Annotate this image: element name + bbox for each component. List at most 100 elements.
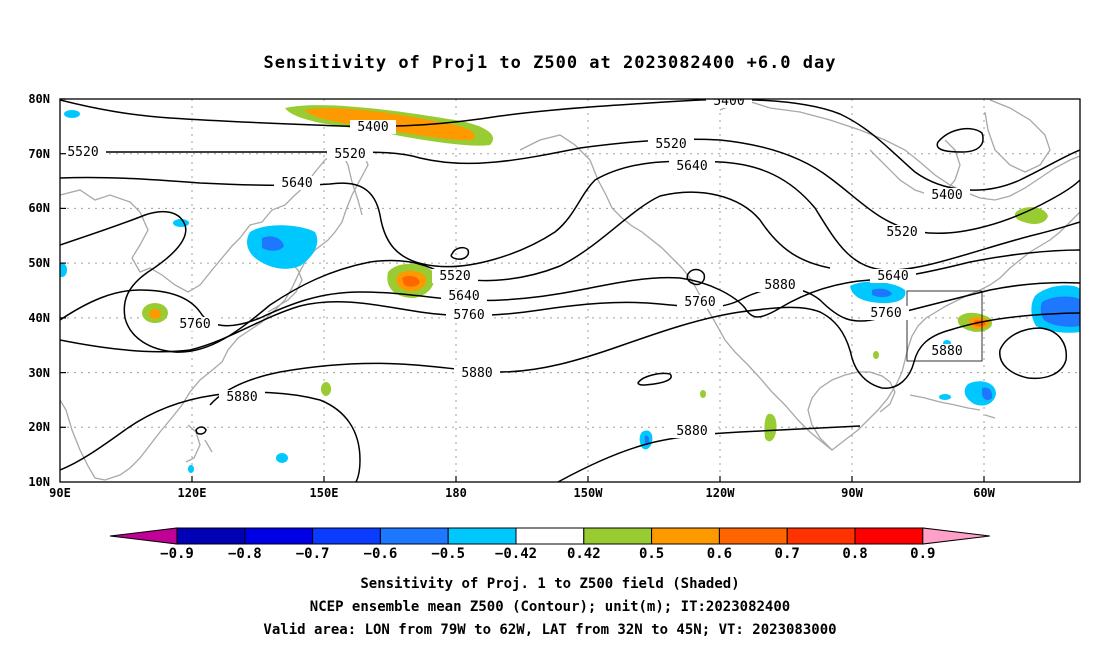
contour-label: 5520 [432,269,478,284]
contour-label: 5760 [172,317,218,332]
contour-label: 5400 [706,94,752,109]
contour-label: 5640 [669,159,715,174]
contour-5640-left [60,191,831,353]
colorbar-low-triangle [109,527,178,545]
contour-label: 5400 [924,188,970,203]
svg-text:5520: 5520 [886,225,917,240]
lon-label: 60W [973,486,995,500]
plot-frame [59,98,1081,483]
contour-label: 5880 [757,278,803,293]
contour-5520 [60,138,1080,234]
contour-5400-loop [936,127,984,153]
contour-label: 5400 [350,120,396,135]
colorbar-swatch [244,527,314,545]
contour-5400-north [60,99,1080,191]
lon-label: 90E [49,486,71,500]
svg-text:5880: 5880 [931,344,962,359]
lon-label: 150E [310,486,339,500]
contour-label: 5520 [60,145,106,160]
colorbar-tick-label: −0.5 [431,546,465,562]
svg-text:5880: 5880 [461,366,492,381]
alaska-coastline [519,134,697,289]
contour-label: 5880 [669,424,715,439]
longitude-labels: 90E 120E 150E 180 150W 120W 90W 60W [49,486,995,500]
contour-label: 5520 [648,137,694,152]
colorbar-swatch [718,527,788,545]
lat-label: 20N [28,420,50,434]
svg-text:5400: 5400 [357,120,388,135]
valid-area-box [906,290,983,362]
svg-text:5760: 5760 [453,308,484,323]
svg-text:5400: 5400 [713,94,744,109]
colorbar-tick-label: −0.6 [364,546,398,562]
caribbean-coastline [909,394,996,419]
colorbar-swatch [447,527,517,545]
lon-label: 120W [706,486,736,500]
contour-label: 5520 [879,225,925,240]
colorbar-tick-label: −0.9 [160,546,194,562]
colorbar: −0.9 −0.8 −0.7 −0.6 −0.5 −0.42 0.42 0.5 0.6 0.7 0.… [109,527,990,562]
colorbar-swatch [651,527,720,545]
colorbar-tick-label: −0.7 [296,546,330,562]
svg-text:5520: 5520 [334,147,365,162]
lat-label: 60N [28,201,50,215]
sensitivity-shading [60,105,1080,473]
contour-label: 5880 [219,390,265,405]
lat-label: 40N [28,311,50,325]
contour-label: 5880 [454,366,500,381]
svg-text:5640: 5640 [448,289,479,304]
gulf-of-mexico-coastline [807,371,896,451]
axis-ticks [60,98,985,482]
lat-label: 50N [28,256,50,270]
contour-label: 5760 [446,308,492,323]
lat-label: 80N [28,92,50,106]
negative-anomaly-western-atlantic [1031,285,1080,333]
svg-text:5880: 5880 [676,424,707,439]
colorbar-tick-label: 0.7 [775,546,800,562]
map-plot-area: 5400 5400 5400 5520 5520 5520 5520 5520 … [28,92,1081,500]
figure-title: Sensitivity of Proj1 to Z500 at 20230824… [264,53,837,73]
lon-label: 180 [445,486,467,500]
contour-label: 5880 [924,344,970,359]
footer-line-valid-area: Valid area: LON from 79W to 62W, LAT fro… [263,622,836,638]
svg-text:5640: 5640 [281,176,312,191]
canada-arctic-coastline [719,99,1080,201]
asia-coastline [60,147,369,481]
small-positive-east-asia [142,303,168,323]
latitude-labels: 80N 70N 60N 50N 40N 30N 20N 10N [28,92,50,489]
positive-anomaly-dateline-50n [387,263,435,298]
colorbar-swatch [786,527,856,545]
graticule [60,99,1080,482]
negative-anomaly-great-lakes [850,281,906,304]
contour-label: 5640 [274,176,320,191]
svg-text:5520: 5520 [439,269,470,284]
contour-labels: 5400 5400 5400 5520 5520 5520 5520 5520 … [60,94,970,439]
colorbar-swatch [854,527,924,545]
greenland-coastline [984,99,1051,173]
contour-5880-atlantic [999,327,1068,380]
lon-label: 150W [574,486,604,500]
svg-text:5760: 5760 [179,317,210,332]
svg-text:5760: 5760 [870,306,901,321]
contour-label: 5640 [870,269,916,284]
svg-text:5880: 5880 [764,278,795,293]
positive-anomaly-labrador [1014,207,1048,224]
colorbar-tick-label: −0.42 [495,546,537,562]
svg-text:5880: 5880 [226,390,257,405]
contour-label: 5760 [677,295,723,310]
colorbar-tick-label: −0.8 [228,546,262,562]
colorbar-swatch [312,527,381,545]
colorbar-swatch [515,527,585,545]
contour-label: 5640 [441,289,487,304]
negative-anomaly-japan [247,225,318,269]
colorbar-swatch [583,527,653,545]
svg-text:5520: 5520 [655,137,686,152]
philippines-coastline [185,424,213,463]
svg-text:5760: 5760 [684,295,715,310]
lat-label: 10N [28,475,50,489]
contour-5880-small-loop [195,426,207,435]
lon-label: 120E [178,486,207,500]
svg-text:5640: 5640 [676,159,707,174]
colorbar-swatch [379,527,449,545]
